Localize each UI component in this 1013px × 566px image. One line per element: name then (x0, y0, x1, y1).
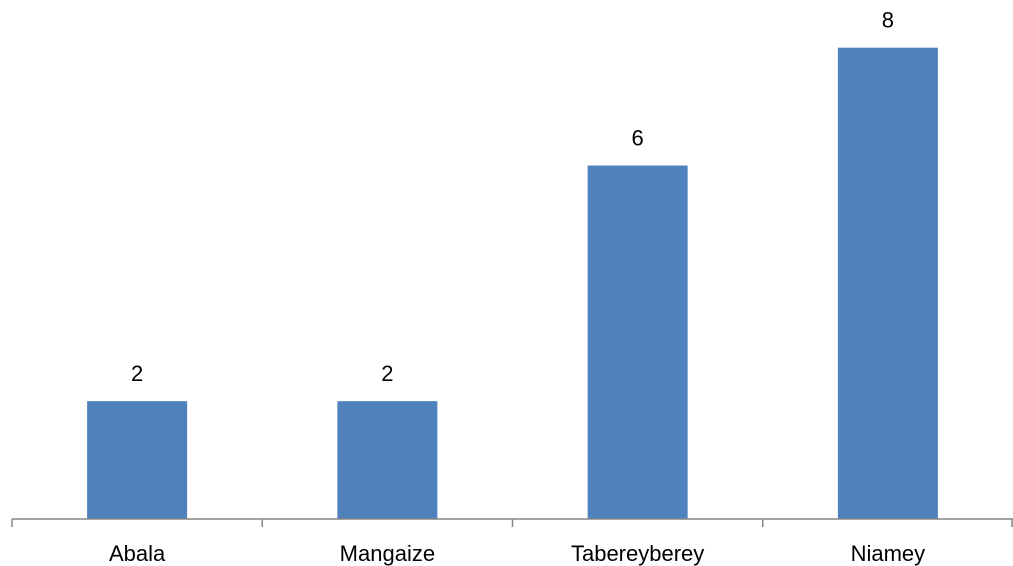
category-labels-layer: Abala Mangaize Tabereyberey Niamey (109, 541, 925, 566)
bars-layer (87, 47, 938, 520)
data-labels-layer: 2 2 6 8 (131, 8, 894, 386)
data-label-mangaize: 2 (381, 361, 393, 386)
data-label-abala: 2 (131, 361, 143, 386)
category-label-abala: Abala (109, 541, 166, 566)
category-label-niamey: Niamey (851, 541, 926, 566)
bar-mangaize (337, 401, 438, 519)
data-label-tabereyberey: 6 (632, 126, 644, 151)
data-label-niamey: 8 (882, 8, 894, 33)
x-axis (11, 518, 1013, 527)
bar-niamey (837, 47, 938, 520)
bar-abala (87, 401, 188, 519)
bar-tabereyberey (587, 165, 688, 519)
category-label-tabereyberey: Tabereyberey (571, 541, 704, 566)
category-label-mangaize: Mangaize (340, 541, 435, 566)
